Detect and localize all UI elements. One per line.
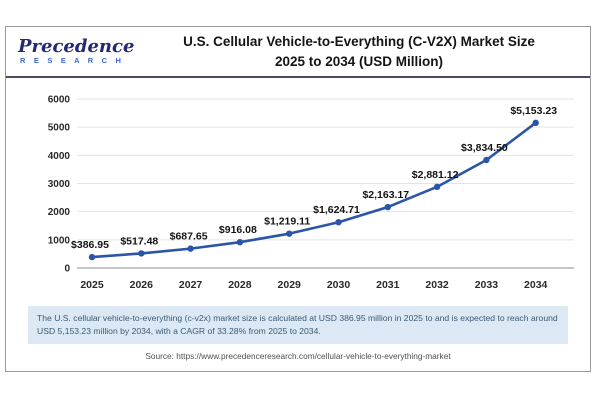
data-point-label: $687.65 bbox=[170, 231, 208, 243]
data-point-label: $1,624.71 bbox=[313, 204, 360, 216]
x-tick-label: 2027 bbox=[179, 279, 203, 291]
data-point-label: $386.95 bbox=[71, 239, 109, 251]
x-tick-label: 2031 bbox=[376, 279, 400, 291]
y-tick-label: 5000 bbox=[48, 123, 71, 134]
data-point-label: $5,153.23 bbox=[510, 105, 557, 117]
data-point-label: $1,219.11 bbox=[264, 216, 310, 228]
precedence-logo: Precedence R E S E A R C H bbox=[18, 38, 146, 65]
card-header: Precedence R E S E A R C H U.S. Cellular… bbox=[6, 27, 590, 78]
chart-title-line1: U.S. Cellular Vehicle-to-Everything (C-V… bbox=[183, 33, 535, 49]
x-tick-label: 2030 bbox=[327, 279, 351, 291]
data-point-label: $3,834.50 bbox=[461, 142, 508, 154]
y-tick-label: 2000 bbox=[48, 207, 71, 218]
data-point bbox=[433, 183, 441, 191]
y-tick-label: 1000 bbox=[48, 235, 71, 246]
logo-wordmark: Precedence bbox=[18, 36, 135, 58]
data-point bbox=[335, 219, 342, 226]
data-point bbox=[88, 253, 96, 261]
data-point-label: $916.08 bbox=[219, 224, 257, 236]
data-point-label: $517.48 bbox=[120, 235, 158, 247]
chart-title-line2: 2025 to 2034 (USD Million) bbox=[274, 53, 444, 69]
data-point bbox=[236, 238, 244, 246]
report-card: Precedence R E S E A R C H U.S. Cellular… bbox=[5, 26, 591, 372]
data-point-label: $2,881.12 bbox=[412, 169, 459, 181]
x-tick-label: 2029 bbox=[278, 279, 302, 291]
data-point bbox=[138, 250, 145, 257]
y-tick-label: 4000 bbox=[48, 151, 71, 162]
x-tick-label: 2032 bbox=[425, 279, 449, 291]
x-tick-label: 2028 bbox=[228, 279, 252, 291]
trend-line bbox=[90, 121, 538, 259]
y-tick-label: 3000 bbox=[48, 179, 71, 190]
y-tick-label: 6000 bbox=[48, 95, 71, 106]
data-point-label: $2,163.17 bbox=[362, 189, 409, 201]
y-tick-label: 0 bbox=[64, 264, 70, 275]
chart-title: U.S. Cellular Vehicle-to-Everything (C-V… bbox=[146, 32, 578, 71]
x-tick-label: 2026 bbox=[130, 279, 154, 291]
x-tick-label: 2034 bbox=[524, 279, 548, 291]
x-tick-label: 2025 bbox=[80, 279, 104, 291]
summary-note: The U.S. cellular vehicle-to-everything … bbox=[28, 306, 568, 344]
chart-area: 0 1000 2000 3000 4000 5000 6000 2025 2026 2027 202… bbox=[6, 78, 590, 304]
data-point bbox=[187, 245, 194, 252]
data-point bbox=[483, 156, 490, 164]
data-point bbox=[532, 119, 539, 127]
x-tick-label: 2033 bbox=[475, 279, 499, 291]
data-point bbox=[384, 203, 391, 211]
market-line-chart: 0 1000 2000 3000 4000 5000 6000 2025 2026 2027 202… bbox=[48, 95, 574, 291]
data-point bbox=[286, 230, 293, 237]
logo-subtitle: R E S E A R C H bbox=[20, 56, 125, 66]
source-text: Source: https://www.precedenceresearch.c… bbox=[145, 350, 451, 361]
